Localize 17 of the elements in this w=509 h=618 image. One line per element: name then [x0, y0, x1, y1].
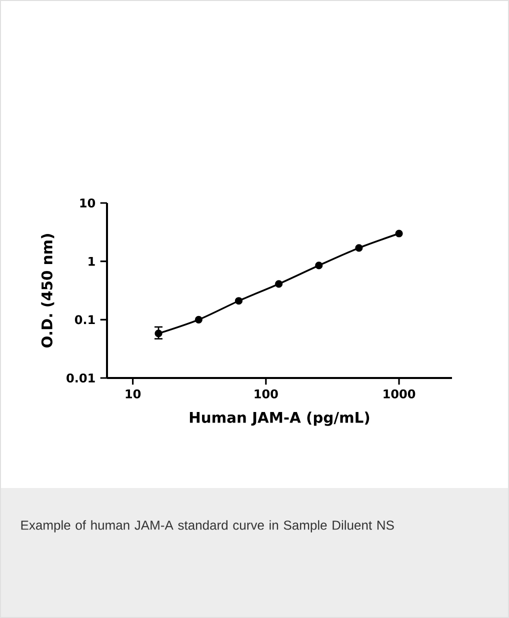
point: [395, 230, 403, 238]
y-tick-label: 0.1: [74, 315, 95, 324]
x-tick-label: 1000: [384, 389, 416, 398]
text: Example of human JAM-A standard curve in Sample Diluent NS: [21, 520, 394, 532]
point: [355, 244, 363, 252]
point: [315, 262, 323, 270]
x-axis-title: Human JAM-A (pg/mL): [190, 412, 370, 426]
y-tick-label: 0.01: [66, 373, 95, 383]
point: [234, 297, 243, 305]
x-tick-label: 10: [126, 389, 141, 398]
y-axis-title: O.D. (450 nm): [41, 234, 54, 348]
point: [194, 316, 202, 324]
x-tick-label: 100: [254, 389, 278, 398]
point: [275, 280, 283, 288]
y-tick-label: 10: [80, 198, 96, 208]
y-tick-label: 1: [88, 256, 95, 266]
point: [154, 330, 162, 338]
